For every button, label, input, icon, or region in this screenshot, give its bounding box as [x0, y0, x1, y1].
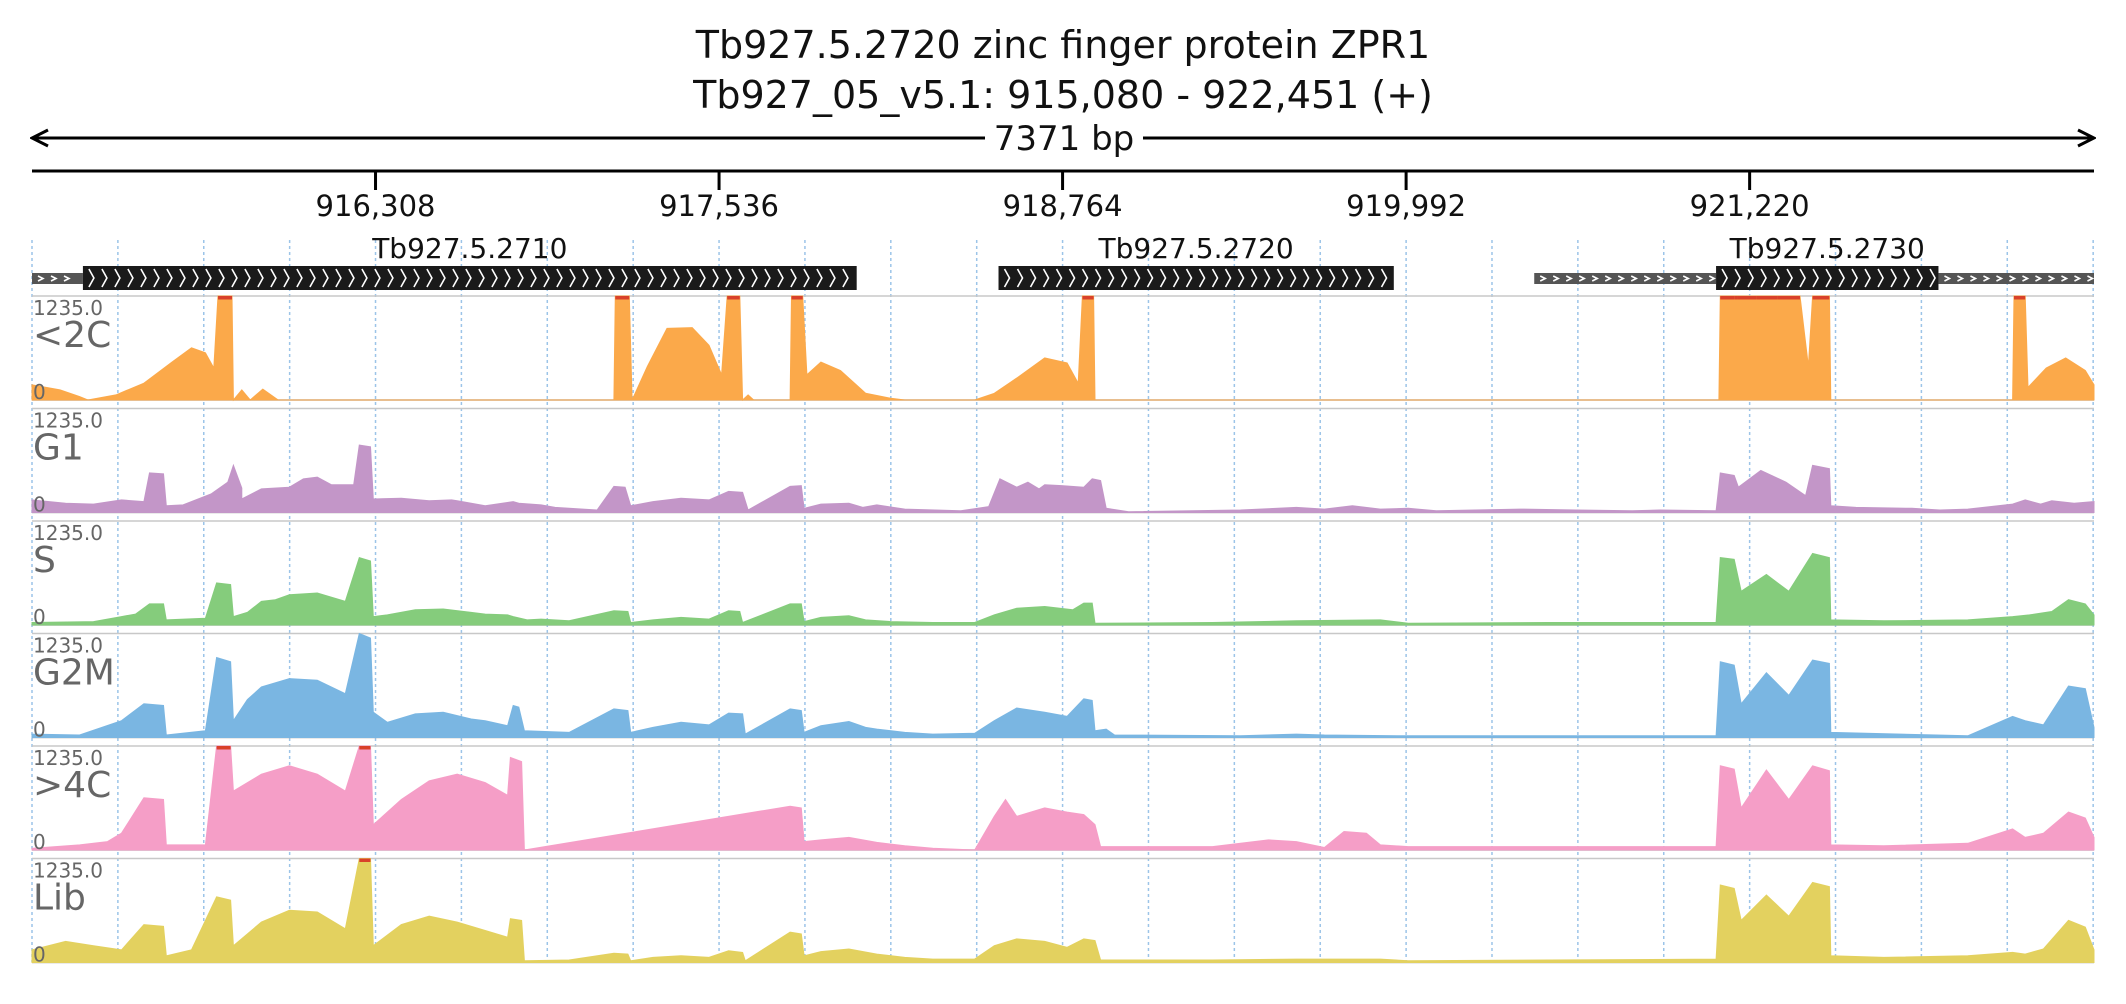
- track-3-ymax-label: 1235.0: [33, 634, 103, 658]
- track-4-clip-0: [216, 746, 231, 750]
- track-1: 1235.0 0 G1: [31, 407, 2095, 517]
- track-5-ymax-label: 1235.0: [33, 859, 103, 883]
- gene-2-cds-chevrons: [1721, 268, 1936, 288]
- track-3-ymin-label: 0: [33, 718, 46, 742]
- track-0-clip-1: [615, 296, 630, 300]
- track-1-name: G1: [33, 428, 84, 469]
- track-0-clip-8: [1756, 296, 1778, 300]
- gene-2: Tb927.5.2730: [1534, 232, 2095, 290]
- track-5-clip-0: [359, 858, 371, 862]
- gene-models: Tb927.5.2710 Tb927.5.2720 Tb927.5.2730: [32, 232, 2095, 290]
- track-2: 1235.0 0 S: [31, 520, 2095, 629]
- gene-label-1: Tb927.5.2720: [1098, 232, 1294, 265]
- track-2-area: [31, 552, 2095, 626]
- track-1-area: [31, 444, 2095, 513]
- track-5-name: Lib: [33, 878, 86, 919]
- track-5-area: [31, 858, 2095, 963]
- track-4-area: [31, 745, 2095, 851]
- gene-2-utr-right-chevrons: [1944, 275, 2095, 282]
- track-0-clip-5: [1720, 296, 1735, 300]
- chart-subtitle: Tb927_05_v5.1: 915,080 - 922,451 (+): [692, 73, 1433, 117]
- x-tick-label-1: 917,536: [659, 189, 779, 223]
- track-2-ymax-label: 1235.0: [33, 521, 103, 545]
- track-0-clip-9: [1777, 296, 1800, 300]
- track-5-ymin-label: 0: [33, 943, 46, 967]
- span-label: 7371 bp: [994, 119, 1135, 159]
- track-0: 1235.0 0 <2C: [31, 295, 2095, 404]
- x-tick-label-3: 919,992: [1346, 189, 1466, 223]
- coverage-tracks: 1235.00<2C1235.00G11235.00S1235.00G2M123…: [31, 295, 2095, 967]
- track-4: 1235.0 0 >4C: [31, 745, 2095, 854]
- track-3-name: G2M: [33, 653, 115, 694]
- track-3: 1235.0 0 G2M: [31, 632, 2095, 742]
- gene-1: Tb927.5.2720: [998, 232, 1394, 290]
- x-tick-label-4: 921,220: [1690, 189, 1810, 223]
- track-4-clip-1: [359, 746, 371, 750]
- track-1-ymin-label: 0: [33, 493, 46, 517]
- gene-label-2: Tb927.5.2730: [1729, 232, 1925, 265]
- track-3-area: [31, 632, 2095, 738]
- track-0-clip-6: [1734, 296, 1738, 300]
- track-2-ymin-label: 0: [33, 605, 46, 629]
- span-indicator: 7371 bp: [32, 119, 2094, 159]
- gene-1-cds-chevrons: [1003, 268, 1388, 288]
- track-2-name: S: [33, 540, 56, 581]
- track-0-clip-10: [1812, 296, 1830, 300]
- gene-label-0: Tb927.5.2710: [371, 232, 567, 265]
- track-0-clip-0: [218, 296, 233, 300]
- gene-2-utr-left-chevrons: [1539, 275, 1717, 282]
- track-0-clip-11: [2013, 296, 2026, 300]
- gene-0-cds: [82, 266, 857, 290]
- track-1-ymax-label: 1235.0: [33, 409, 103, 433]
- x-tick-label-0: 916,308: [316, 189, 436, 223]
- x-axis-ticks: 916,308 917,536 918,764 919,992 921,220: [316, 171, 1810, 223]
- track-4-name: >4C: [33, 765, 111, 806]
- track-4-ymax-label: 1235.0: [33, 746, 103, 770]
- track-0-ymin-label: 0: [33, 380, 46, 404]
- gene-2-utr-left: [1534, 273, 1717, 284]
- gene-0-cds-chevrons: [88, 268, 849, 288]
- track-0-name: <2C: [33, 315, 111, 356]
- track-0-clip-7: [1737, 296, 1757, 300]
- gene-0: Tb927.5.2710: [32, 232, 857, 290]
- x-tick-label-2: 918,764: [1003, 189, 1123, 223]
- track-0-ymax-label: 1235.0: [33, 296, 103, 320]
- track-5: 1235.0 0 Lib: [31, 857, 2095, 967]
- gene-1-cds: [998, 266, 1394, 290]
- track-4-ymin-label: 0: [33, 830, 46, 854]
- track-0-clip-4: [1082, 296, 1094, 300]
- chart-title: Tb927.5.2720 zinc finger protein ZPR1: [695, 23, 1430, 67]
- track-0-clip-3: [791, 296, 803, 300]
- track-0-clip-2: [727, 296, 740, 300]
- gene-0-utr-left-chevrons: [37, 275, 71, 282]
